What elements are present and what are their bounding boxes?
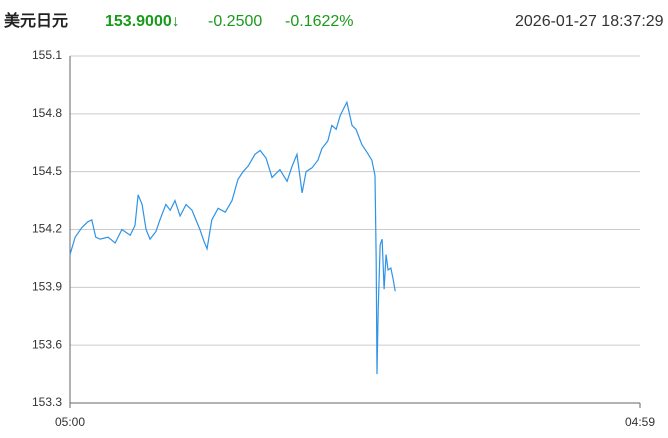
y-tick-label: 153.9 (32, 280, 62, 294)
y-tick-label: 155.1 (32, 48, 62, 62)
datetime: 2026-01-27 18:37:29 (515, 13, 664, 30)
y-tick-label: 153.3 (32, 395, 62, 409)
y-tick-label: 154.5 (32, 164, 62, 178)
y-tick-label: 154.8 (32, 106, 62, 120)
price: 153.9000↓ (105, 13, 180, 30)
x-tick-label: 05:00 (55, 415, 85, 429)
y-tick-label: 153.6 (32, 337, 62, 351)
symbol-name: 美元日元 (4, 11, 68, 30)
change: -0.2500 (208, 13, 262, 30)
change-percent: -0.1622% (285, 13, 354, 30)
y-tick-label: 154.2 (32, 222, 62, 236)
x-tick-label: 04:59 (625, 415, 655, 429)
price-line (69, 100, 396, 375)
